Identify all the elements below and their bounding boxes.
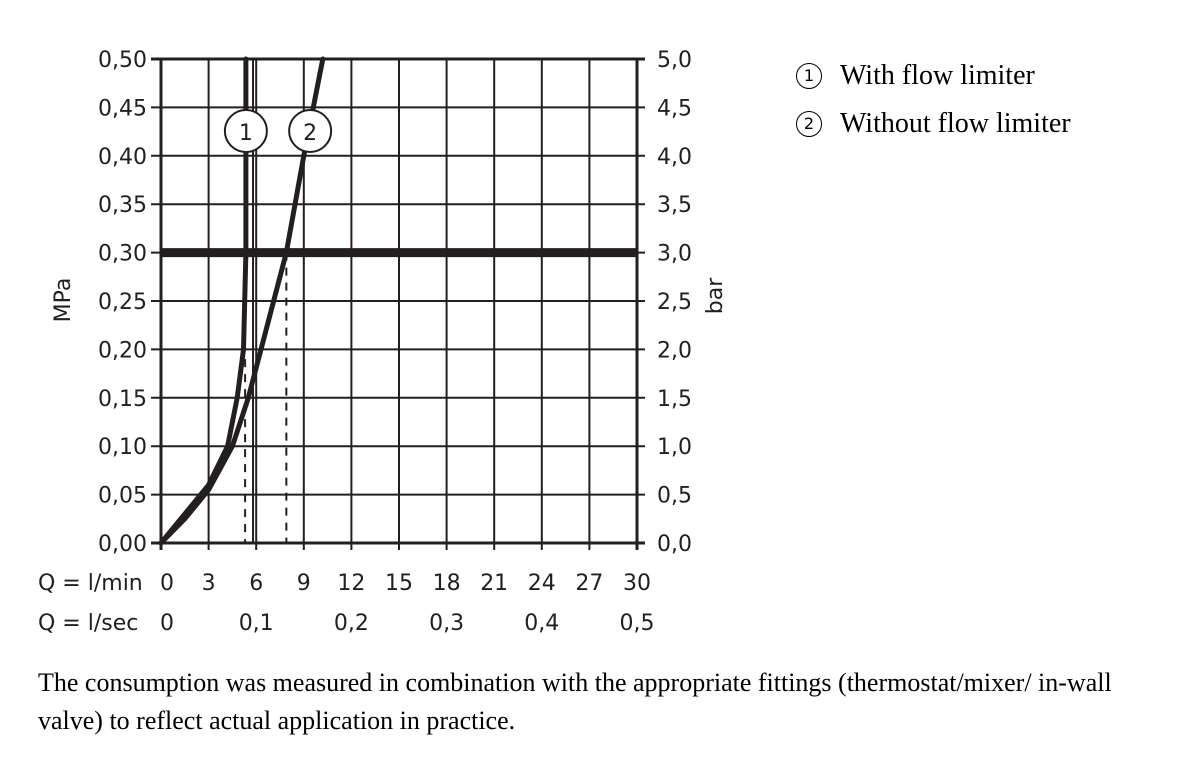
marker-1-icon: 1 — [796, 63, 822, 89]
y-tick-label: 0,25 — [98, 290, 147, 315]
x-tick-label: 9 — [297, 571, 311, 596]
y-tick-label-right: 1,5 — [657, 387, 692, 412]
x-tick-label: 0 — [160, 571, 174, 596]
x-tick-label: 3 — [202, 571, 216, 596]
x-axis-title-lsec: Q = l/sec — [38, 611, 138, 636]
y-tick-label: 0,35 — [98, 193, 147, 218]
svg-text:2: 2 — [303, 121, 317, 146]
curve-1 — [158, 56, 249, 546]
legend-label: With flow limiter — [840, 60, 1035, 91]
footnote: The consumption was measured in combinat… — [38, 668, 1112, 735]
curve-2 — [158, 56, 326, 546]
y-tick-label-right: 0,0 — [657, 532, 692, 557]
x-tick-label-secondary: 0,4 — [524, 611, 559, 636]
y-tick-label: 0,40 — [98, 145, 147, 170]
x-tick-label-secondary: 0,1 — [239, 611, 274, 636]
y-tick-label: 0,00 — [98, 532, 147, 557]
legend-item-without-limiter: 2 Without flow limiter — [796, 100, 1071, 148]
svg-text:1: 1 — [239, 121, 253, 146]
curves — [158, 56, 326, 546]
y-tick-label: 0,30 — [98, 242, 147, 267]
y-axis-left-ticks: 0,00 0,05 0,10 0,15 0,20 0,25 0,30 0,35 0,40 0,45… — [98, 48, 147, 557]
y-tick-label-right: 1,0 — [657, 435, 692, 460]
y-tick-label: 0,15 — [98, 387, 147, 412]
legend: 1 With flow limiter 2 Without flow limit… — [796, 52, 1071, 148]
y-tick-label: 0,05 — [98, 484, 147, 509]
x-tick-label: 18 — [433, 571, 461, 596]
y-tick-label-right: 0,5 — [657, 484, 692, 509]
y-axis-right-ticks: 0,0 0,5 1,0 1,5 2,0 2,5 3,0 3,5 4,0 4,5 5,0 — [657, 48, 692, 557]
x-tick-label: 30 — [623, 571, 651, 596]
y-tick-label-right: 2,5 — [657, 290, 692, 315]
x-tick-label-secondary: 0,3 — [429, 611, 464, 636]
x-tick-label: 27 — [575, 571, 603, 596]
x-tick-label-secondary: 0 — [160, 611, 174, 636]
y-tick-label-right: 2,0 — [657, 338, 692, 363]
y-tick-label-right: 3,5 — [657, 193, 692, 218]
y-tick-label: 0,10 — [98, 435, 147, 460]
x-tick-label: 15 — [385, 571, 413, 596]
x-tick-label: 24 — [528, 571, 556, 596]
y-tick-label-right: 4,5 — [657, 96, 692, 121]
x-axis-title-lmin: Q = l/min — [38, 571, 143, 596]
y-axis-title-left: MPa — [51, 278, 76, 323]
x-tick-label-secondary: 0,2 — [334, 611, 369, 636]
y-tick-label: 0,20 — [98, 338, 147, 363]
curve-marker-1-icon: 1 — [223, 109, 268, 153]
legend-item-with-limiter: 1 With flow limiter — [796, 52, 1071, 100]
x-axis-lmin-ticks: 0 3 6 9 12 15 18 21 24 27 30 — [160, 571, 651, 596]
x-tick-label: 6 — [249, 571, 263, 596]
marker-2-icon: 2 — [796, 111, 822, 137]
legend-label: Without flow limiter — [840, 108, 1071, 139]
y-tick-label: 0,50 — [98, 48, 147, 73]
y-tick-label-right: 3,0 — [657, 242, 692, 267]
x-tick-label: 21 — [480, 571, 508, 596]
y-tick-label: 0,45 — [98, 96, 147, 121]
x-tick-label: 12 — [337, 571, 365, 596]
y-tick-label-right: 4,0 — [657, 145, 692, 170]
y-tick-label-right: 5,0 — [657, 48, 692, 73]
x-tick-label-secondary: 0,5 — [620, 611, 655, 636]
curve-marker-2-icon: 2 — [288, 109, 333, 153]
x-axis-lsec-ticks: 0 0,1 0,2 0,3 0,4 0,5 — [160, 611, 655, 636]
y-axis-title-right: bar — [703, 277, 728, 314]
